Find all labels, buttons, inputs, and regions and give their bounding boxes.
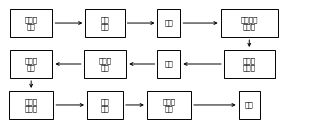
Bar [220, 9, 278, 37]
Text: 封口: 封口 [165, 20, 173, 26]
Text: 真空下
封管: 真空下 封管 [162, 98, 175, 112]
Bar [85, 9, 125, 37]
Bar [147, 91, 191, 119]
Bar [224, 50, 275, 78]
Bar [10, 9, 52, 37]
Text: 体式镜
检测: 体式镜 检测 [98, 57, 112, 71]
Bar [84, 50, 126, 78]
Bar [10, 50, 52, 78]
Text: 检测: 检测 [245, 102, 254, 108]
Bar [157, 9, 180, 37]
Text: 填充流
体介质: 填充流 体介质 [243, 57, 256, 71]
Bar [239, 91, 260, 119]
Text: 抽取
真空: 抽取 真空 [101, 98, 109, 112]
Bar [157, 50, 180, 78]
Text: 截取毛
细管: 截取毛 细管 [25, 16, 38, 30]
Text: 冷冻流
体介质: 冷冻流 体介质 [25, 98, 38, 112]
Bar [87, 91, 123, 119]
Text: 清洗毛细
管表层: 清洗毛细 管表层 [240, 16, 258, 30]
Text: 灼烧
涂层: 灼烧 涂层 [101, 16, 109, 30]
Text: 离心: 离心 [165, 61, 173, 67]
Bar [9, 91, 53, 119]
Text: 置于真
空箱: 置于真 空箱 [25, 57, 38, 71]
